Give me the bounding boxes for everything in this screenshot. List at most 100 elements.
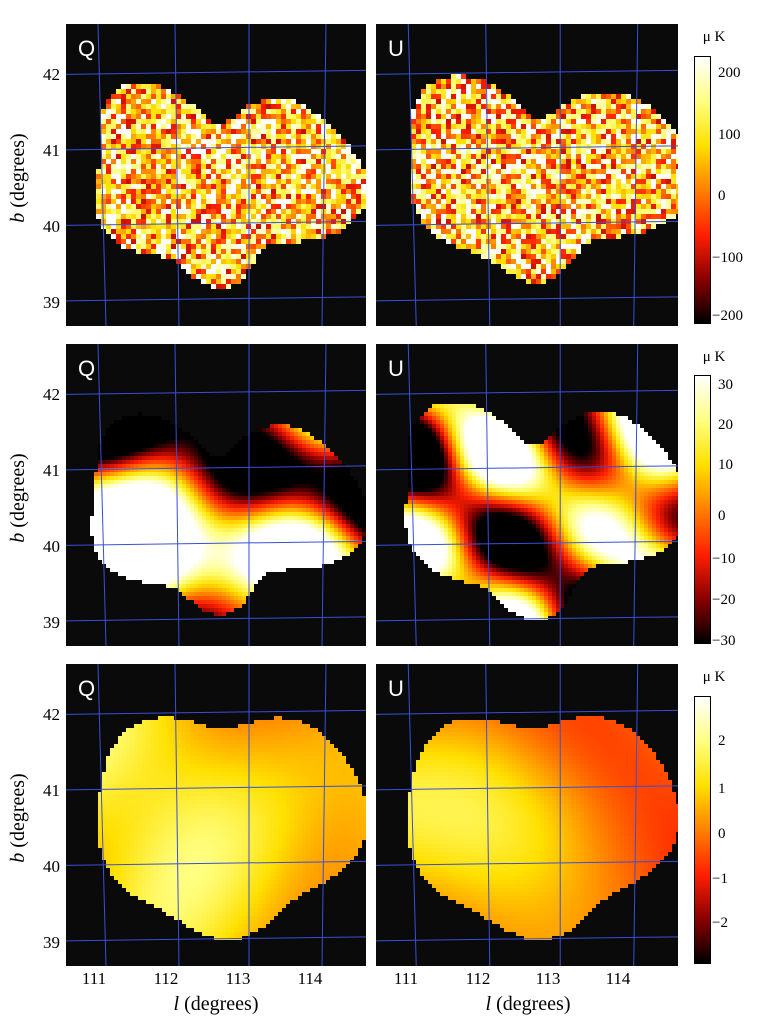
- coordinate-grid: [66, 24, 366, 326]
- longitude-line: [633, 24, 639, 326]
- longitude-line: [633, 344, 639, 646]
- latitude-line: [66, 69, 366, 75]
- y-tick-41-row3: 41: [43, 781, 60, 800]
- y-tick-42-row1: 42: [43, 65, 60, 84]
- latitude-line: [66, 465, 366, 471]
- y-axis-label-row3: b (degrees): [7, 773, 29, 863]
- q-map-row1: [66, 24, 366, 326]
- latitude-line: [66, 785, 366, 791]
- latitude-line: [376, 389, 678, 395]
- u-map-panel-row1: U: [376, 24, 678, 326]
- latitude-line: [376, 540, 678, 546]
- latitude-line: [376, 296, 678, 302]
- longitude-line: [174, 664, 180, 966]
- coordinate-grid: [376, 664, 678, 966]
- q-label-row2: Q: [78, 356, 96, 381]
- longitude-line: [321, 664, 327, 966]
- longitude-line: [174, 24, 180, 326]
- x-tick-112-right: 112: [465, 969, 491, 988]
- colorbar-unit-row1: μ K: [702, 29, 726, 45]
- colorbar-tick-minus1: −1: [712, 871, 728, 887]
- q-map-panel-row3: Q: [66, 664, 366, 966]
- u-label-row2: U: [388, 356, 404, 381]
- q-map-row2: [66, 344, 366, 646]
- colorbar-tick-20: 20: [718, 417, 733, 433]
- colorbar-row3: [694, 696, 711, 964]
- colorbar-tick-minus10: −10: [712, 551, 736, 567]
- longitude-line: [321, 344, 327, 646]
- colorbar-tick-minus20: −20: [712, 592, 736, 608]
- latitude-line: [376, 69, 678, 75]
- longitude-line: [485, 344, 491, 646]
- colorbar-tick-1: 1: [718, 781, 726, 797]
- y-axis-label-row2: b (degrees): [7, 453, 29, 543]
- latitude-line: [376, 616, 678, 622]
- latitude-line: [376, 860, 678, 866]
- q-label-row3: Q: [78, 676, 96, 701]
- latitude-line: [66, 936, 366, 942]
- latitude-line: [376, 709, 678, 715]
- colorbar-tick-0-row2: 0: [718, 508, 726, 524]
- x-tick-111-left: 111: [81, 969, 107, 988]
- coordinate-grid: [66, 664, 366, 966]
- latitude-line: [376, 145, 678, 151]
- colorbar-tick-minus200: −200: [712, 308, 743, 324]
- colorbar-tick-minus2: −2: [712, 915, 728, 931]
- colorbar-unit-row2: μ K: [702, 349, 726, 365]
- u-map-panel-row3: U: [376, 664, 678, 966]
- u-label-row1: U: [388, 36, 404, 61]
- colorbar-tick-minus100: −100: [712, 250, 743, 266]
- colorbar-tick-0-row3: 0: [718, 826, 726, 842]
- latitude-line: [66, 389, 366, 395]
- colorbar-unit-row3: μ K: [702, 669, 726, 685]
- y-tick-39-row3: 39: [43, 933, 60, 952]
- q-map-row3: [66, 664, 366, 966]
- x-tick-114-right: 114: [605, 969, 631, 988]
- coordinate-grid: [376, 24, 678, 326]
- colorbar-tick-0-row1: 0: [718, 188, 726, 204]
- x-axis-label-left: l (degrees): [173, 993, 259, 1015]
- latitude-line: [66, 220, 366, 226]
- colorbar-tick-30: 30: [718, 377, 733, 393]
- x-tick-113-left: 113: [225, 969, 251, 988]
- y-tick-40-row2: 40: [43, 537, 60, 556]
- q-label-row1: Q: [78, 36, 96, 61]
- latitude-line: [376, 785, 678, 791]
- colorbar-row2: [694, 375, 711, 644]
- latitude-line: [66, 145, 366, 151]
- colorbar-tick-200: 200: [718, 65, 741, 81]
- y-tick-39-row1: 39: [43, 293, 60, 312]
- longitude-line: [321, 24, 327, 326]
- y-axis-label-row1: b (degrees): [7, 133, 29, 223]
- colorbar-row1: [694, 56, 711, 324]
- coordinate-grid: [66, 344, 366, 646]
- u-map-panel-row2: U: [376, 344, 678, 646]
- x-axis-label-right: l (degrees): [485, 993, 571, 1015]
- longitude-line: [174, 344, 180, 646]
- q-map-panel-row1: Q: [66, 24, 366, 326]
- colorbar-tick-2: 2: [718, 733, 726, 749]
- latitude-line: [66, 296, 366, 302]
- u-label-row3: U: [388, 676, 404, 701]
- colorbar-tick-10: 10: [718, 457, 733, 473]
- latitude-line: [376, 220, 678, 226]
- y-tick-39-row2: 39: [43, 613, 60, 632]
- longitude-line: [485, 24, 491, 326]
- q-map-panel-row2: Q: [66, 344, 366, 646]
- latitude-line: [66, 540, 366, 546]
- u-map-row1: [376, 24, 678, 326]
- longitude-line: [633, 664, 639, 966]
- coordinate-grid: [376, 344, 678, 646]
- y-tick-40-row3: 40: [43, 857, 60, 876]
- x-tick-112-left: 112: [153, 969, 179, 988]
- colorbar-tick-100: 100: [718, 127, 741, 143]
- colorbar-tick-minus30: −30: [712, 633, 736, 649]
- longitude-line: [485, 664, 491, 966]
- u-map-row3: [376, 664, 678, 966]
- latitude-line: [66, 709, 366, 715]
- u-map-row2: [376, 344, 678, 646]
- latitude-line: [376, 936, 678, 942]
- y-tick-42-row2: 42: [43, 385, 60, 404]
- y-tick-40-row1: 40: [43, 217, 60, 236]
- latitude-line: [66, 860, 366, 866]
